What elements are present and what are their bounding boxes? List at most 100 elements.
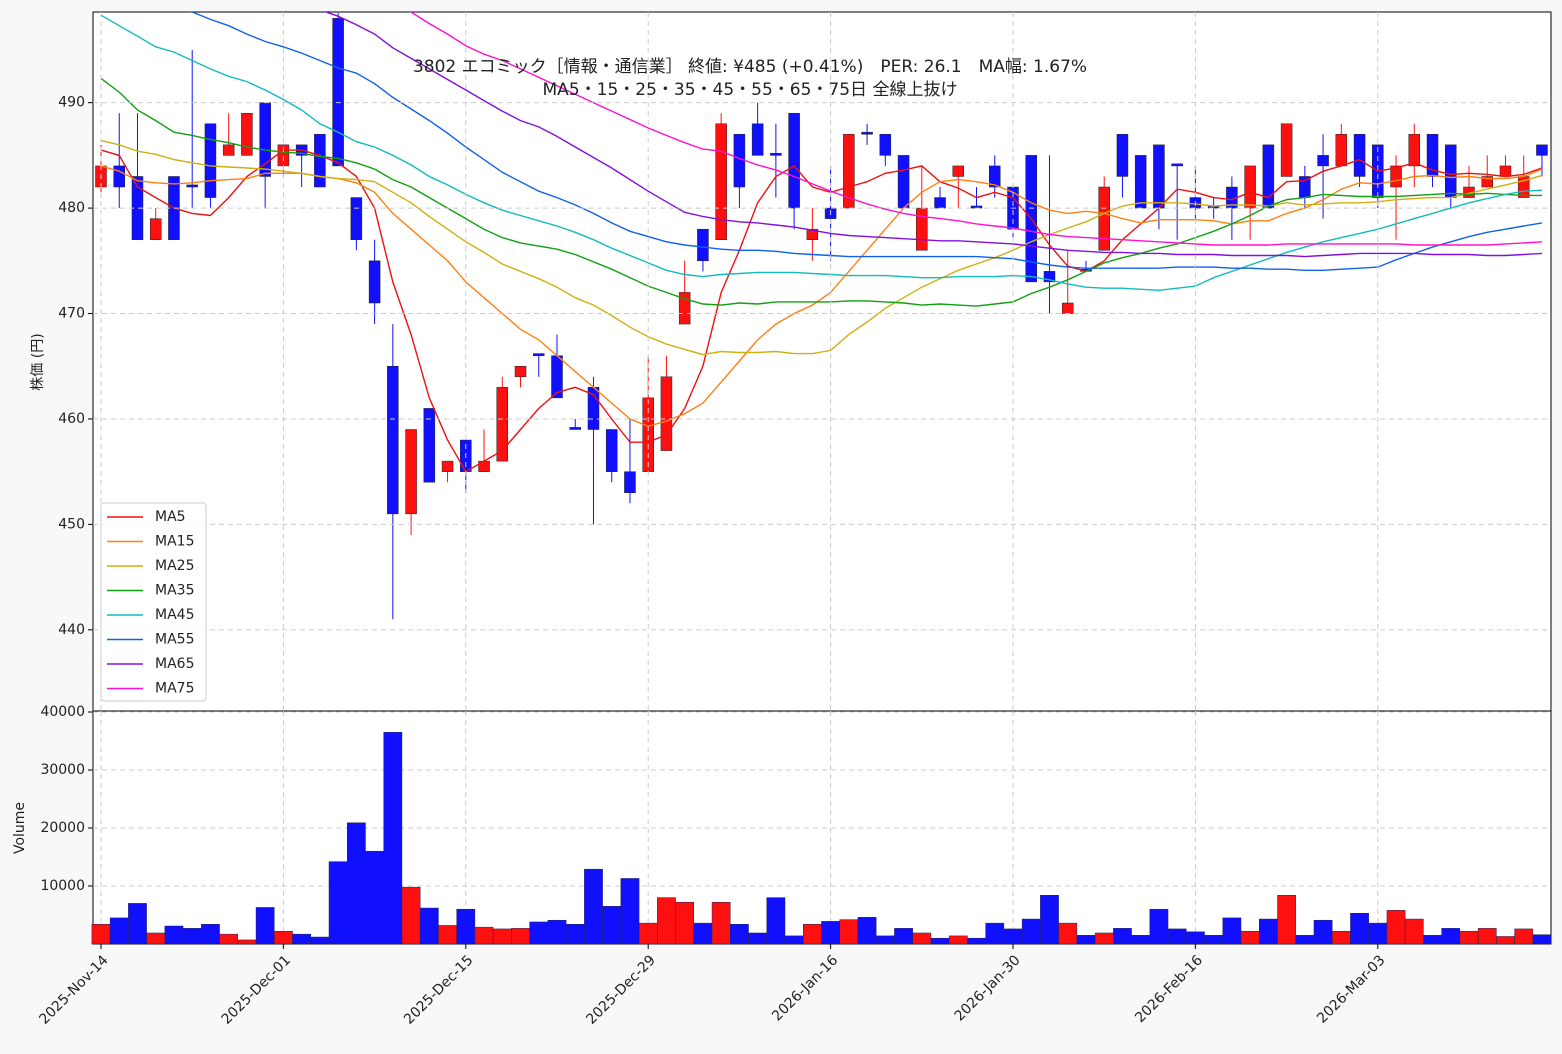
candle-body [1262,144,1275,209]
x-tick-label: 2026-Jan-30 [952,952,1024,1024]
candle-body [186,184,198,188]
candle-body [788,112,800,209]
volume-bar [1295,935,1315,945]
volume-bar [930,937,950,945]
volume-bar [1040,895,1059,945]
candle-body [989,165,1001,188]
volume-bar [675,901,695,945]
candle-body [441,460,454,472]
x-tick-label: 2026-Feb-16 [1132,952,1206,1026]
candle-body [1426,134,1439,177]
volume-bar [602,906,622,945]
candle-body [624,471,636,494]
volume-bar [821,921,840,945]
volume-bar [474,926,494,945]
candle-body [1171,163,1183,167]
volume-bar [1441,928,1461,945]
ma-line [100,77,1542,307]
candle-body [678,292,691,325]
volume-bar [1532,934,1552,945]
candle-body [605,429,618,472]
candle-body [660,376,673,451]
volume-bar [1350,913,1369,945]
volume-bar [529,921,549,945]
volume-bar [638,922,658,945]
volume-bar [875,935,895,945]
volume-bar [438,925,457,945]
candle-body [1134,155,1147,209]
candle-body [806,228,819,240]
volume-bar [1404,918,1424,945]
candle-body [405,429,417,515]
candle-body [222,144,235,156]
x-tick-label: 2026-Jan-16 [769,952,841,1024]
y-tick-label: 490 [58,95,85,111]
volume-bar [620,878,640,945]
candle-body [1061,302,1074,314]
chart-title: 3802 エコミック［情報・通信業］ 終値: ¥485 (+0.41%) PER… [413,57,1087,77]
volume-bar [1331,930,1351,945]
volume-bar [1003,928,1023,945]
legend-label: MA35 [155,583,194,599]
legend-label: MA65 [155,656,194,672]
volume-bar [1076,935,1096,945]
volume-bar [1204,935,1223,945]
candle-body [1299,176,1311,198]
candle-body [715,123,727,240]
volume-bar [401,886,421,945]
ma-line [100,149,1543,473]
candle-body [934,197,946,209]
volume-bar [1386,910,1406,945]
volume-bar [419,907,439,945]
volume-bar [784,935,804,945]
volume-bar [146,932,166,945]
ma-line [190,12,1543,271]
candle-body [1317,155,1329,167]
volume-bar [1058,922,1078,945]
candle-body [1153,144,1165,209]
volume-bar [803,924,822,945]
x-tick-label: 2025-Dec-01 [219,952,294,1027]
candle-body [1335,134,1348,167]
volume-bar [492,928,512,945]
candle-body [770,153,782,156]
candle-body [1408,134,1421,167]
candle-body [1280,123,1293,177]
ma-line [100,14,1543,292]
candle-body [1536,144,1548,156]
volume-bar [948,935,968,945]
volume-bar [1423,935,1442,945]
volume-bar [237,939,257,945]
y-axis-label: 株価 (円) [30,333,46,390]
volume-bar [1477,928,1497,945]
x-tick-label: 2025-Nov-14 [36,952,111,1027]
candle-body [1116,134,1129,177]
candle-body [733,134,746,188]
y-tick-label: 460 [58,411,85,427]
candle-body [952,165,965,177]
candle-body [1481,176,1493,188]
volume-bar [128,903,147,945]
candle-body [916,207,928,251]
volume-bar [839,919,859,945]
volume-bar [1167,928,1187,945]
volume-bar [565,924,585,945]
candle-body [241,112,253,156]
y-axis-label: Volume [12,802,28,854]
volume-bar [1186,931,1205,945]
x-tick-label: 2026-Mar-03 [1314,952,1388,1026]
y-tick-label: 10000 [40,878,85,894]
volume-bar [456,908,476,945]
candle-body [496,387,509,462]
volume-bar [1149,908,1169,945]
volume-bar [91,924,111,945]
chart-subtitle: MA5・15・25・35・45・55・65・75日 全線上抜け [543,80,958,100]
volume-bar [1368,922,1388,945]
candle-body [897,155,910,209]
volume-bar [857,917,877,945]
volume-bar [511,928,530,945]
volume-bar [1222,917,1242,945]
volume-bar [182,928,202,945]
volume-bar [310,936,330,945]
